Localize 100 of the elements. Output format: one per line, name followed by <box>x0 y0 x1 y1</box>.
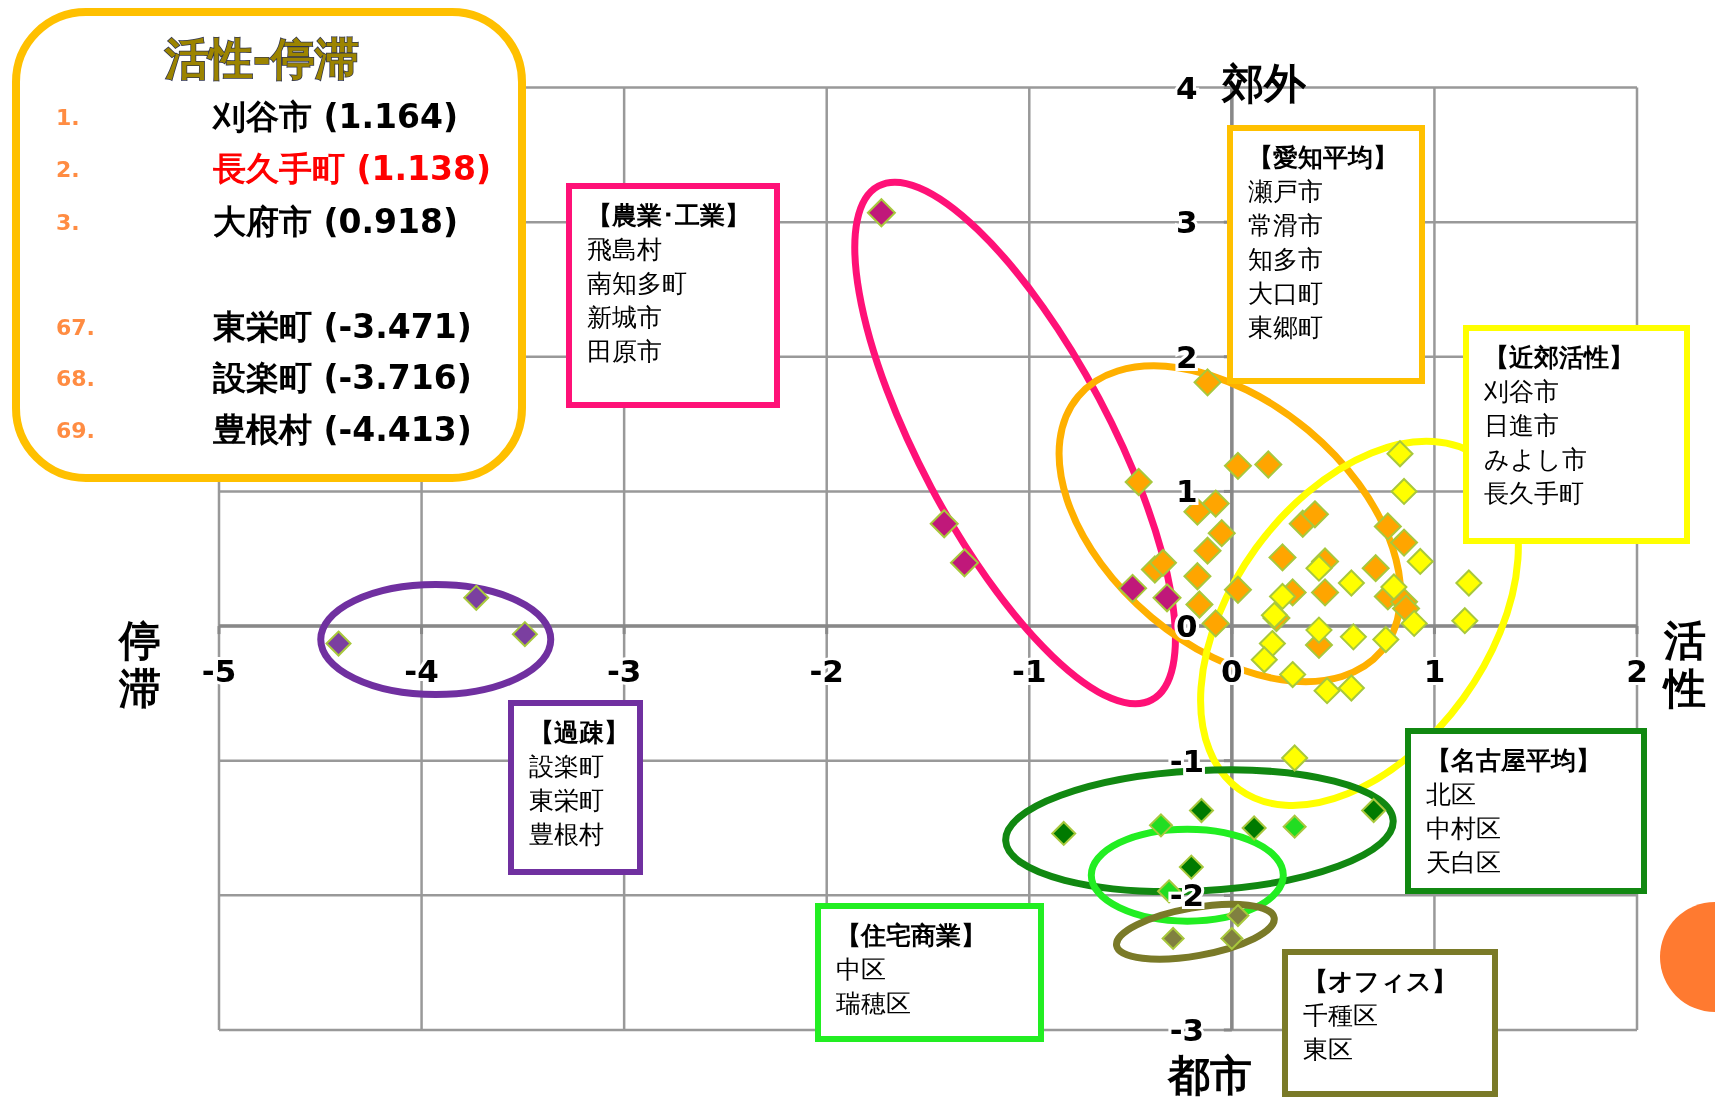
point <box>1337 569 1365 597</box>
point <box>1051 820 1077 846</box>
x-tick-label: -5 <box>201 653 237 690</box>
point <box>1148 813 1173 838</box>
text: 東区 <box>1303 1035 1353 1064</box>
annotation: 豊根村 (-4.413) <box>213 410 472 449</box>
point <box>1451 607 1479 635</box>
x-tick-label: 2 <box>1626 653 1648 690</box>
chart-title: 活性-停滞 <box>163 33 360 84</box>
text: 67. <box>56 315 95 340</box>
point <box>949 548 979 578</box>
point <box>1311 578 1340 607</box>
text: 69. <box>56 418 95 443</box>
point <box>1281 744 1309 772</box>
annotation: 瑞穂区 <box>836 989 911 1018</box>
point <box>1193 536 1222 565</box>
point <box>1178 854 1204 880</box>
point <box>1380 573 1408 601</box>
annotation: 設楽町 (-3.716) <box>212 358 472 397</box>
text: 停滞 <box>117 616 161 713</box>
annotation: 日進市 <box>1484 411 1559 440</box>
point <box>1305 554 1333 582</box>
point <box>1152 583 1182 613</box>
annotation: 飛島村 <box>587 235 662 264</box>
point <box>1223 575 1252 604</box>
text: 2. <box>56 157 80 182</box>
point <box>1313 677 1341 705</box>
annotation: 【住宅商業】 <box>836 921 986 950</box>
annotation: 長久手町 <box>1484 479 1584 508</box>
text: 1. <box>56 105 80 130</box>
point <box>1223 451 1252 480</box>
annotation: 【過疎】 <box>529 718 629 747</box>
annotation: 中村区 <box>1426 814 1501 843</box>
point <box>1201 489 1230 518</box>
annotation: 瀬戸市 <box>1248 177 1323 206</box>
annotation: 東栄町 (-3.471) <box>212 307 472 346</box>
annotation: 大府市 (0.918) <box>213 202 459 241</box>
point <box>463 584 490 611</box>
y-tick-label: 1 <box>1176 473 1198 510</box>
point <box>1183 562 1212 591</box>
y-tick-label: 4 <box>1176 69 1198 106</box>
point <box>1118 573 1148 603</box>
x-tick-label: -1 <box>1012 653 1047 690</box>
point <box>1300 500 1329 529</box>
annotation: 北区 <box>1426 780 1476 809</box>
annotation: 【愛知平均】 <box>1248 143 1398 172</box>
point <box>1337 674 1365 702</box>
annotation: 【名古屋平均】 <box>1426 746 1601 775</box>
annotation: 田原市 <box>587 337 662 366</box>
point <box>1339 623 1367 651</box>
point <box>1305 616 1333 644</box>
point <box>1268 543 1297 572</box>
point <box>1279 661 1307 689</box>
text: 68. <box>56 366 95 391</box>
annotation: みよし市 <box>1484 445 1587 474</box>
point <box>1161 926 1185 950</box>
point <box>1386 440 1414 468</box>
x-axis-title: 活性 <box>1662 616 1706 713</box>
x-tick-label: 1 <box>1423 653 1446 690</box>
point <box>1373 512 1402 541</box>
annotation: 東栄町 <box>529 786 604 815</box>
annotation: 天白区 <box>1426 848 1501 877</box>
text: 3. <box>56 210 80 235</box>
point <box>1193 368 1222 397</box>
point <box>1406 547 1434 575</box>
point <box>1282 814 1307 839</box>
point <box>1226 904 1250 928</box>
x-tick-label: -4 <box>404 653 439 690</box>
y-tick-label: 3 <box>1176 204 1198 241</box>
point <box>1400 609 1428 637</box>
point <box>866 198 896 228</box>
x-tick-label: -2 <box>809 653 844 690</box>
annotation: 設楽町 <box>529 752 604 781</box>
point <box>1361 554 1390 583</box>
annotation: 東郷町 <box>1248 313 1323 342</box>
point <box>1361 798 1387 824</box>
point <box>1372 626 1400 654</box>
point <box>1250 646 1278 674</box>
point <box>1390 477 1418 505</box>
point <box>1254 450 1283 479</box>
point <box>1220 926 1244 950</box>
y-tick-label: -3 <box>1169 1012 1205 1048</box>
point <box>511 621 538 648</box>
annotation: 刈谷市 <box>1483 377 1559 406</box>
point <box>325 630 352 657</box>
y-tick-label: 2 <box>1176 338 1198 375</box>
annotation: 常滑市 <box>1248 211 1323 240</box>
point <box>1390 528 1419 557</box>
annotation: 中区 <box>836 955 886 984</box>
text: 都市 <box>1167 1051 1252 1097</box>
annotation: 長久手町 (1.138) <box>212 149 492 188</box>
annotation: 知多市 <box>1248 245 1323 274</box>
point <box>1269 582 1296 610</box>
point <box>1188 798 1214 824</box>
point <box>1148 548 1177 577</box>
y-axis-title: 郊外 <box>1221 59 1307 108</box>
point <box>1241 815 1267 841</box>
annotation: 【近郊活性】 <box>1484 343 1634 372</box>
annotation: 大口町 <box>1248 279 1323 308</box>
point <box>1201 609 1230 638</box>
